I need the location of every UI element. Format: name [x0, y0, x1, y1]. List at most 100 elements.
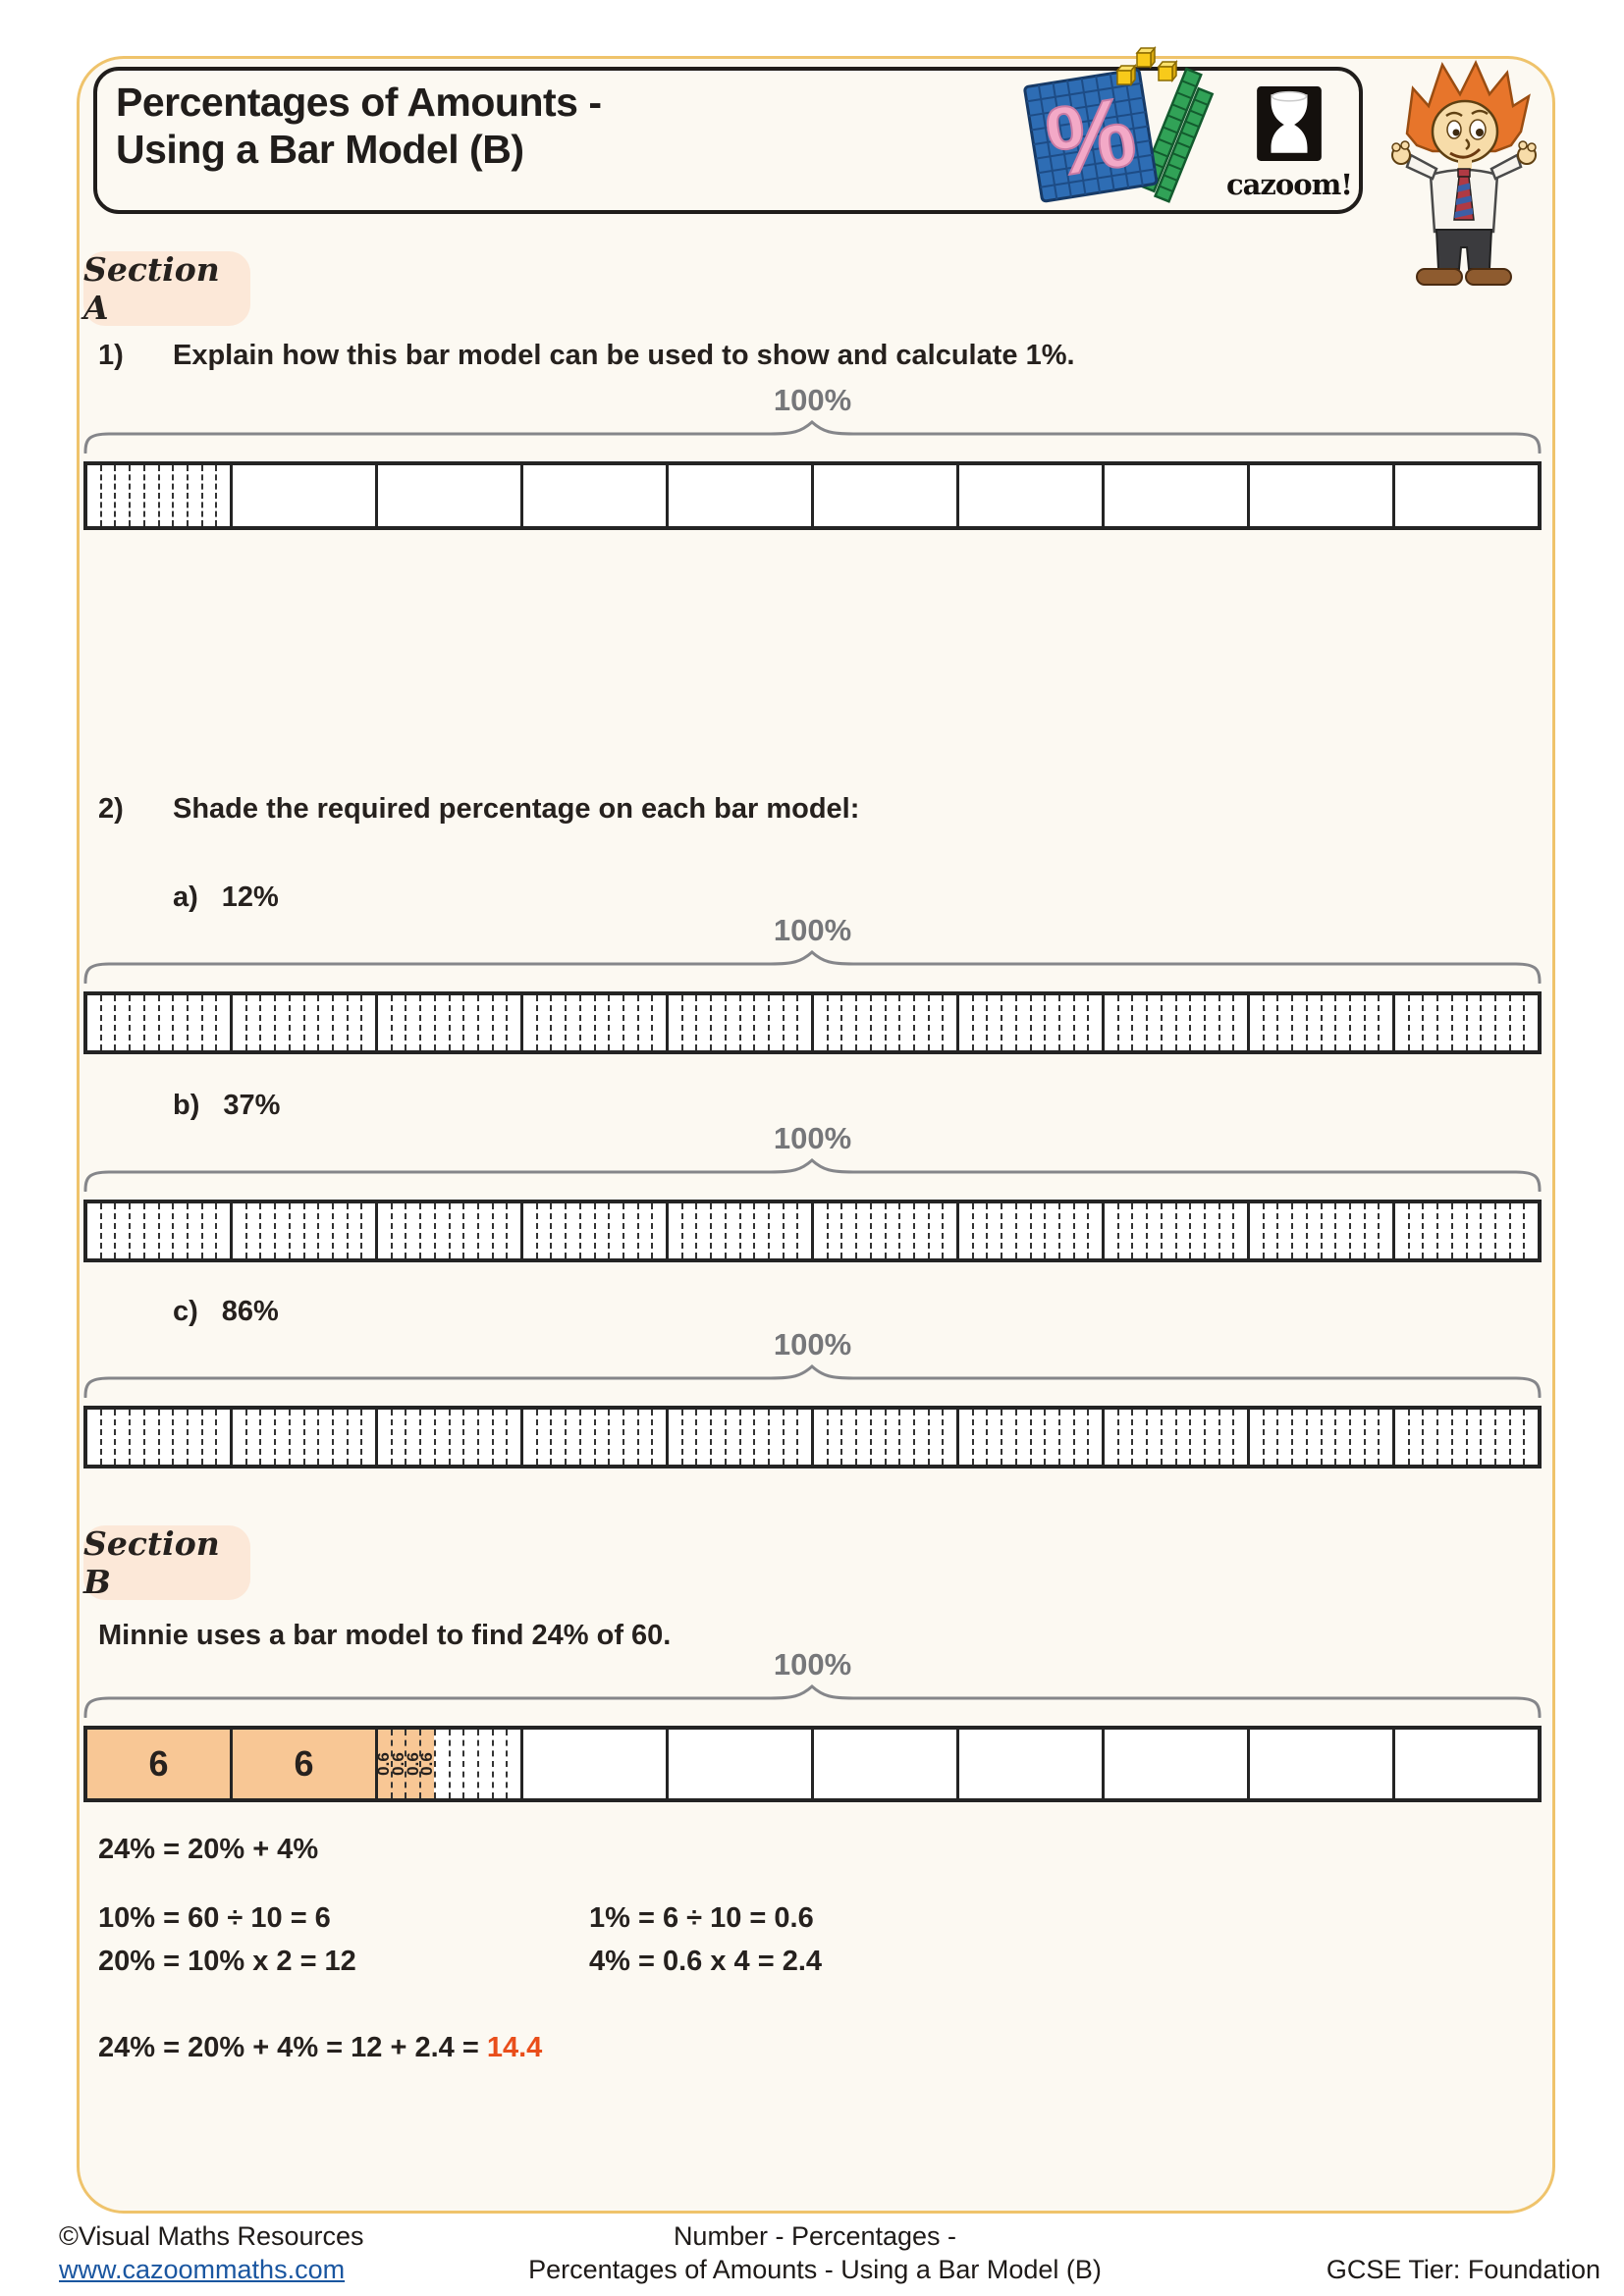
- bar-subcell: [1262, 1203, 1277, 1258]
- bar-subcell: [1508, 1203, 1524, 1258]
- bar-subcell: [608, 1410, 623, 1465]
- curly-brace-icon: [83, 1364, 1542, 1398]
- bar-subcell: [753, 1203, 768, 1258]
- bar-subcell: [695, 1203, 710, 1258]
- bar-subcell: [840, 1410, 855, 1465]
- working-final: 24% = 20% + 4% = 12 + 2.4 = 14.4: [98, 2032, 542, 2064]
- bar-subcell: [1348, 1410, 1364, 1465]
- bar-cell: [230, 995, 375, 1050]
- bar-subcell: [898, 1410, 913, 1465]
- bar-subcell: [506, 1203, 520, 1258]
- question-1-text: Explain how this bar model can be used t…: [173, 340, 1075, 371]
- bar-subcell: [1072, 1410, 1088, 1465]
- bar-subcell: [1072, 995, 1088, 1050]
- bar-subcell: [274, 1203, 289, 1258]
- bar-subcell: [1450, 1410, 1466, 1465]
- bar-subcell: [1378, 995, 1392, 1050]
- bar-subcell: [99, 995, 115, 1050]
- bar-subcell: [782, 1203, 797, 1258]
- bar-cell: 6: [87, 1730, 230, 1798]
- bar-subcell: [288, 1410, 303, 1465]
- bar-subcell: [506, 995, 520, 1050]
- bar-subcell: [1436, 1410, 1451, 1465]
- bar-subcell: [523, 1410, 536, 1465]
- bar-subcell: [578, 1203, 594, 1258]
- bar-subcell: [578, 1410, 594, 1465]
- bar-subcell: [1087, 1203, 1102, 1258]
- footer-website-link[interactable]: www.cazoommaths.com: [59, 2254, 346, 2284]
- working-right-1: 1% = 6 ÷ 10 = 0.6: [589, 1902, 814, 1934]
- bar-cell: [811, 1730, 956, 1798]
- bar-cell: [956, 1730, 1102, 1798]
- bar-subcell: [346, 1410, 361, 1465]
- bar-cell: [666, 465, 811, 526]
- bar-subcell: [1218, 995, 1233, 1050]
- bar-subcell: [782, 1410, 797, 1465]
- bar-subcell: [419, 1410, 434, 1465]
- bar-subcell: [1465, 1410, 1481, 1465]
- bar-subcell: [142, 465, 158, 526]
- bar-subcell: [869, 1203, 885, 1258]
- bar-subcell: [869, 995, 885, 1050]
- bar-subcell: [1493, 995, 1509, 1050]
- bar-cell: [1102, 465, 1247, 526]
- bar-subcell: [898, 1203, 913, 1258]
- part-a: a) 12%: [173, 881, 279, 914]
- bar-model-q1: [83, 461, 1542, 530]
- bar-subcell: [405, 1410, 419, 1465]
- bar-subcell: [1262, 1410, 1277, 1465]
- bar-subcell: [1203, 1203, 1218, 1258]
- bar-subcell: [200, 1410, 216, 1465]
- bar-cell: [520, 1203, 666, 1258]
- bar-cell: [1247, 1730, 1392, 1798]
- bar-subcell: [172, 995, 187, 1050]
- bar-subcell: [186, 465, 201, 526]
- bar-subcell: [346, 995, 361, 1050]
- part-b-letter: b): [173, 1090, 200, 1121]
- bar-subcell: [651, 1410, 666, 1465]
- working-left-1: 10% = 60 ÷ 10 = 6: [98, 1902, 331, 1934]
- bar-subcell: [927, 1203, 943, 1258]
- bar-subcell: [669, 995, 681, 1050]
- bar-subcell: [651, 995, 666, 1050]
- curly-brace-icon: [83, 1684, 1542, 1718]
- bar-total-label: 100%: [773, 383, 852, 417]
- cell-value: 6: [148, 1743, 169, 1784]
- bar-subcell: [1160, 1410, 1175, 1465]
- bar-subcell: [302, 995, 318, 1050]
- bar-subcell: [346, 1203, 361, 1258]
- bar-cell: [375, 465, 520, 526]
- bar-subcell: [172, 1410, 187, 1465]
- cartoon-character-icon: [1391, 60, 1537, 286]
- question-1: 1) Explain how this bar model can be use…: [98, 340, 1075, 372]
- bar-subcell: [1523, 995, 1538, 1050]
- footer-left: ©Visual Maths Resources www.cazoommaths.…: [59, 2220, 364, 2287]
- bar-subcell: [1146, 1203, 1161, 1258]
- bar-subcell: [927, 995, 943, 1050]
- bar-subcell: [1436, 995, 1451, 1050]
- bar-subcell: [1320, 1410, 1335, 1465]
- bar-subcell: [87, 465, 100, 526]
- bar-subcell: [302, 1203, 318, 1258]
- bar-subcell: [1014, 1410, 1030, 1465]
- bar-cell: [1392, 1410, 1538, 1465]
- bar-cell: 6: [230, 1730, 375, 1798]
- bar-subcell: [360, 1410, 375, 1465]
- bar-subcell: [157, 465, 173, 526]
- bar-subcell: [1203, 995, 1218, 1050]
- bar-subcell: [986, 995, 1001, 1050]
- bar-subcell: [782, 995, 797, 1050]
- bar-subcell: [491, 1730, 507, 1798]
- bar-subcell: [87, 995, 100, 1050]
- bar-subcell: [1334, 995, 1349, 1050]
- bar-cell: [1392, 995, 1538, 1050]
- bar-subcell: [971, 995, 987, 1050]
- bar-subcell: [419, 995, 434, 1050]
- section-a-label: Section A: [83, 250, 220, 327]
- bar-subcell: [317, 1203, 332, 1258]
- bar-cell: [520, 465, 666, 526]
- bar-subcell: [331, 1410, 347, 1465]
- bar-subcell: [1160, 1203, 1175, 1258]
- bar-cell: [1102, 1730, 1247, 1798]
